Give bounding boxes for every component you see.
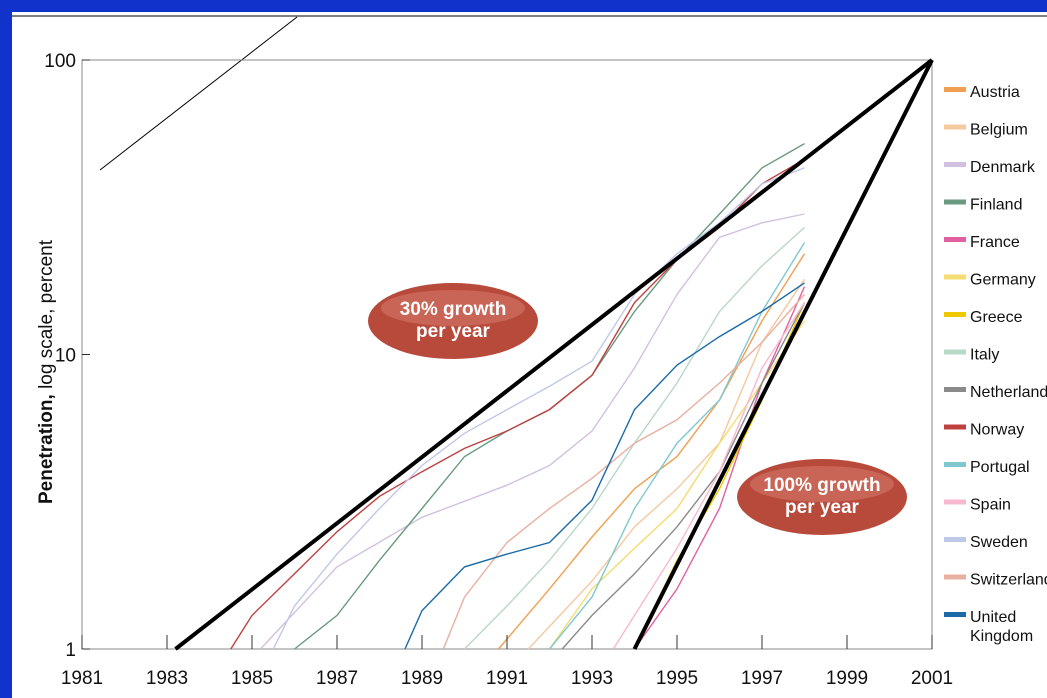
legend-swatch: [944, 612, 966, 617]
legend-label: Portugal: [970, 459, 1030, 476]
legend-swatch: [944, 274, 966, 280]
annotations: 30% growth per year 100% growth per year: [368, 283, 907, 535]
series-line-france: [633, 286, 806, 650]
legend-label: Switzerland: [970, 572, 1047, 589]
annotation-100pct: 100% growth per year: [737, 459, 907, 535]
legend-item-portugal: Portugal: [944, 459, 1030, 476]
legend-label: Finland: [970, 197, 1022, 214]
x-tick-label: 1991: [486, 668, 528, 689]
series-line-austria: [497, 253, 806, 650]
legend-swatch: [944, 349, 966, 355]
legend-swatch: [944, 574, 966, 580]
penetration-chart: 1981 1983 1985 1987 1989 1991 1993 1995 1997 1999…: [12, 15, 1047, 689]
y-axis-label-rest: log scale, percent: [36, 239, 57, 394]
y-axis-label-bold: Penetration,: [36, 394, 57, 504]
legend-swatch: [944, 424, 966, 430]
legend-item-netherlands: Netherlands: [944, 384, 1047, 401]
legend-item-switzerland: Switzerland: [944, 572, 1047, 589]
x-tick-label: 1987: [316, 668, 358, 689]
legend-label: Belgium: [970, 122, 1028, 139]
legend-label: Norway: [970, 422, 1024, 439]
annotation-30pct-highlight: [381, 290, 525, 326]
legend-item-sweden: Sweden: [944, 534, 1028, 551]
annotation-30pct-line2: per year: [416, 321, 491, 342]
series-layer: [230, 142, 806, 650]
legend-item-norway: Norway: [944, 422, 1024, 439]
legend-item-finland: Finland: [944, 197, 1022, 214]
y-tick-label: 10: [55, 346, 76, 367]
legend-item-austria: Austria: [944, 84, 1020, 101]
legend-label: Sweden: [970, 534, 1028, 551]
reference-line-100pct: [632, 59, 934, 650]
x-tick-label: 1997: [741, 668, 783, 689]
x-tick-label: 1981: [61, 668, 103, 689]
y-axis: 1 10 100: [44, 51, 90, 661]
x-tick-label: 1989: [401, 668, 443, 689]
legend-swatch: [944, 162, 966, 167]
legend-label: France: [970, 234, 1020, 251]
legend-item-italy: Italy: [944, 347, 999, 364]
x-axis: 1981 1983 1985 1987 1989 1991 1993 1995 1997 1999…: [61, 635, 953, 689]
y-tick-label: 1: [65, 640, 76, 661]
y-axis-label-text: Penetration, log scale, percent: [36, 239, 57, 504]
series-line-spain: [612, 302, 806, 650]
legend-swatch: [944, 237, 966, 242]
plot-area: [81, 59, 933, 650]
legend-item-spain: Spain: [944, 497, 1011, 514]
legend-item-france: France: [944, 234, 1020, 251]
annotation-100pct-line2: per year: [785, 497, 860, 518]
y-tick-label: 100: [44, 51, 76, 72]
legend-label: Austria: [970, 84, 1020, 101]
series-line-sweden: [272, 167, 805, 650]
x-tick-label: 1993: [571, 668, 613, 689]
legend-label-line2: Kingdom: [970, 628, 1033, 645]
legend-swatch: [944, 537, 966, 542]
legend-item-denmark: Denmark: [944, 159, 1036, 176]
legend-label: Netherlands: [970, 384, 1047, 401]
legend-swatch: [944, 387, 966, 392]
annotation-30pct-line1: 30% growth: [400, 299, 507, 320]
legend-label: Italy: [970, 347, 999, 364]
annotation-100pct-highlight: [750, 466, 894, 502]
reference-line-30pct: [174, 58, 934, 651]
legend: Austria Belgium Denmark Finland France German…: [944, 84, 1047, 645]
legend-item-germany: Germany: [944, 272, 1036, 289]
legend-label: United: [970, 609, 1016, 626]
legend-item-united: United Kingdom: [944, 609, 1033, 645]
y-axis-label: Penetration, log scale, percent: [36, 239, 57, 504]
series-line-netherlands: [561, 302, 806, 650]
annotation-100pct-line1: 100% growth: [763, 475, 880, 496]
legend-item-belgium: Belgium: [944, 122, 1028, 139]
decorative-slash: [99, 16, 298, 171]
legend-label: Greece: [970, 309, 1023, 326]
x-tick-label: 2001: [911, 668, 953, 689]
reference-lines: [174, 58, 934, 651]
legend-swatch: [944, 499, 966, 505]
x-tick-label: 1995: [656, 668, 698, 689]
legend-label: Germany: [970, 272, 1036, 289]
series-line-switzerland: [442, 293, 806, 650]
legend-swatch: [944, 462, 966, 467]
x-tick-label: 1985: [231, 668, 273, 689]
legend-swatch: [944, 312, 966, 317]
legend-swatch: [944, 124, 966, 130]
legend-label: Spain: [970, 497, 1011, 514]
series-line-denmark: [259, 213, 805, 650]
series-line-united-kingdom: [404, 282, 805, 650]
legend-swatch: [944, 199, 966, 205]
plot-border: [81, 59, 933, 650]
legend-swatch: [944, 87, 966, 92]
x-tick-label: 1983: [146, 668, 188, 689]
slide-frame: 1981 1983 1985 1987 1989 1991 1993 1995 1997 1999…: [12, 12, 1047, 698]
legend-label: Denmark: [970, 159, 1036, 176]
legend-item-greece: Greece: [944, 309, 1023, 326]
x-tick-label: 1999: [826, 668, 868, 689]
annotation-30pct: 30% growth per year: [368, 283, 538, 359]
